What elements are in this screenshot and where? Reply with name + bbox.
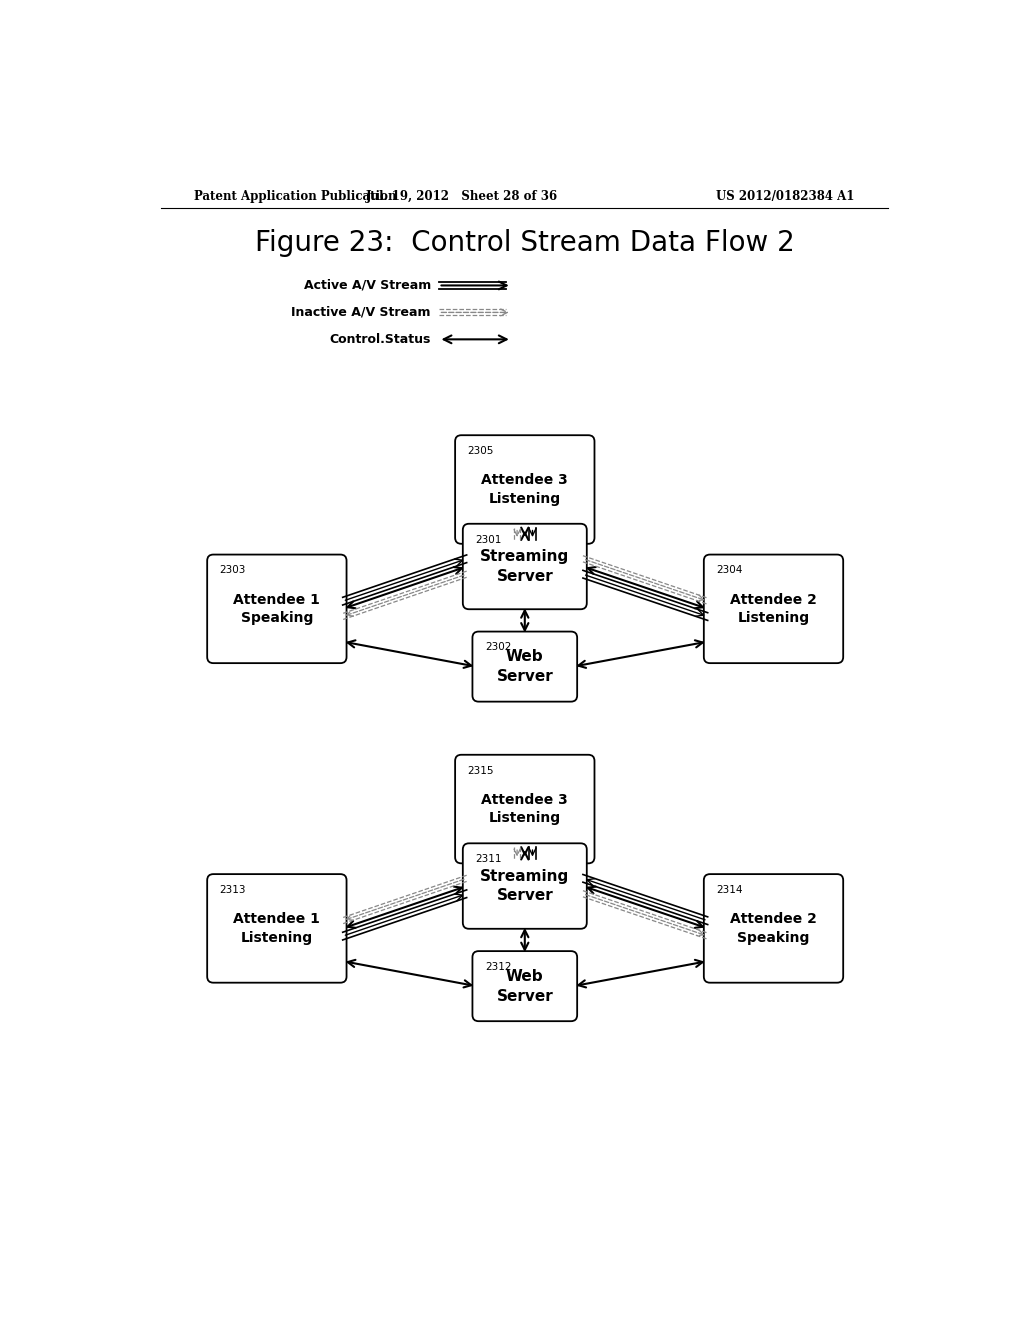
Text: 2312: 2312 <box>484 962 511 972</box>
Text: Jul. 19, 2012   Sheet 28 of 36: Jul. 19, 2012 Sheet 28 of 36 <box>366 190 558 203</box>
FancyBboxPatch shape <box>703 554 843 663</box>
Text: Attendee 3
Listening: Attendee 3 Listening <box>481 793 568 825</box>
Text: 2302: 2302 <box>484 643 511 652</box>
FancyBboxPatch shape <box>455 436 595 544</box>
FancyBboxPatch shape <box>455 755 595 863</box>
Text: Attendee 3
Listening: Attendee 3 Listening <box>481 474 568 506</box>
FancyBboxPatch shape <box>472 952 578 1022</box>
FancyBboxPatch shape <box>703 874 843 982</box>
Text: Inactive A/V Stream: Inactive A/V Stream <box>292 306 431 319</box>
Text: 2314: 2314 <box>716 884 742 895</box>
Text: Figure 23:  Control Stream Data Flow 2: Figure 23: Control Stream Data Flow 2 <box>255 230 795 257</box>
Text: Active A/V Stream: Active A/V Stream <box>303 279 431 292</box>
Text: 2311: 2311 <box>475 854 502 865</box>
Text: Attendee 2
Speaking: Attendee 2 Speaking <box>730 912 817 945</box>
Text: Web
Server: Web Server <box>497 969 553 1003</box>
Text: US 2012/0182384 A1: US 2012/0182384 A1 <box>716 190 854 203</box>
Text: Patent Application Publication: Patent Application Publication <box>194 190 396 203</box>
Text: 2305: 2305 <box>467 446 494 455</box>
FancyBboxPatch shape <box>207 874 346 982</box>
Text: 2301: 2301 <box>475 535 502 545</box>
Text: Attendee 2
Listening: Attendee 2 Listening <box>730 593 817 626</box>
FancyBboxPatch shape <box>463 843 587 929</box>
Text: 2315: 2315 <box>467 766 494 776</box>
Text: 2304: 2304 <box>716 565 742 576</box>
Text: Attendee 1
Listening: Attendee 1 Listening <box>233 912 321 945</box>
FancyBboxPatch shape <box>472 631 578 702</box>
Text: Streaming
Server: Streaming Server <box>480 549 569 583</box>
Text: 2303: 2303 <box>219 565 246 576</box>
Text: 2313: 2313 <box>219 884 246 895</box>
Text: Streaming
Server: Streaming Server <box>480 869 569 903</box>
Text: Control.Status: Control.Status <box>330 333 431 346</box>
FancyBboxPatch shape <box>463 524 587 610</box>
Text: Web
Server: Web Server <box>497 649 553 684</box>
FancyBboxPatch shape <box>207 554 346 663</box>
Text: Attendee 1
Speaking: Attendee 1 Speaking <box>233 593 321 626</box>
